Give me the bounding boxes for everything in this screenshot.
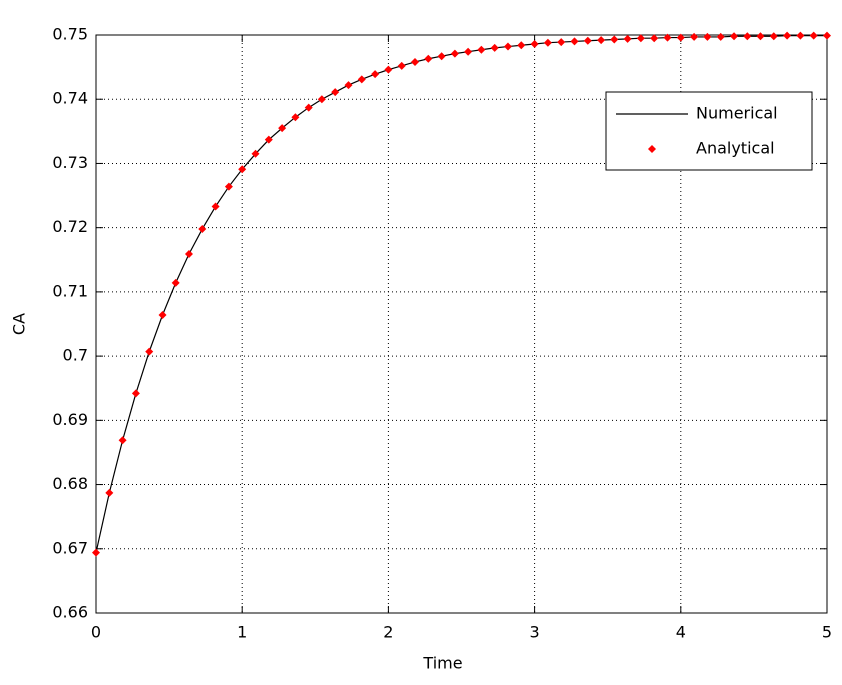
data-point xyxy=(171,278,180,287)
data-point xyxy=(344,81,353,90)
data-point xyxy=(251,149,260,158)
data-point xyxy=(105,488,114,497)
data-point xyxy=(238,165,247,174)
data-point xyxy=(424,54,433,63)
plot-frame xyxy=(95,34,828,614)
y-tick-label: 0.66 xyxy=(52,603,88,622)
data-point xyxy=(703,32,712,41)
data-point xyxy=(636,34,645,43)
data-point xyxy=(264,135,273,144)
data-point xyxy=(437,52,446,61)
data-point xyxy=(597,36,606,45)
data-point xyxy=(530,39,539,48)
y-tick-label: 0.71 xyxy=(52,281,88,300)
data-point xyxy=(676,33,685,42)
y-tick-label: 0.72 xyxy=(52,217,88,236)
data-point xyxy=(557,38,566,47)
data-point xyxy=(317,95,326,104)
data-point xyxy=(769,32,778,41)
legend-box xyxy=(605,91,813,171)
data-point xyxy=(198,224,207,233)
data-point xyxy=(663,33,672,42)
data-point xyxy=(158,311,167,320)
data-point xyxy=(610,35,619,44)
data-point xyxy=(730,32,739,41)
data-point xyxy=(823,31,831,40)
data-point xyxy=(716,32,725,41)
data-point xyxy=(650,34,659,43)
data-point xyxy=(145,347,154,356)
x-axis-label: Time xyxy=(422,654,462,673)
data-point xyxy=(184,249,193,258)
data-point xyxy=(809,31,818,40)
data-point xyxy=(331,88,340,97)
legend-marker xyxy=(648,145,656,153)
data-point xyxy=(743,32,752,41)
x-tick-label: 2 xyxy=(383,623,393,642)
data-point xyxy=(583,36,592,45)
data-point xyxy=(517,41,526,50)
y-tick-label: 0.73 xyxy=(52,153,88,172)
data-point xyxy=(357,75,366,84)
y-tick-label: 0.68 xyxy=(52,474,88,493)
data-point xyxy=(464,47,473,56)
data-point xyxy=(131,389,140,398)
y-tick-label: 0.75 xyxy=(52,25,88,44)
data-point xyxy=(623,34,632,43)
data-point xyxy=(490,43,499,52)
data-point xyxy=(397,61,406,70)
data-point xyxy=(384,65,393,74)
legend-label: Numerical xyxy=(696,104,778,123)
x-tick-label: 3 xyxy=(530,623,540,642)
data-point xyxy=(756,32,765,41)
data-point xyxy=(450,49,459,58)
data-point xyxy=(291,113,300,122)
data-point xyxy=(690,32,699,41)
data-point xyxy=(543,38,552,47)
data-point xyxy=(278,124,287,133)
data-point xyxy=(92,548,100,557)
legend-label: Analytical xyxy=(696,139,775,158)
data-point xyxy=(118,436,127,445)
y-axis-label: CA xyxy=(10,313,29,335)
y-tick-label: 0.69 xyxy=(52,410,88,429)
x-tick-label: 4 xyxy=(676,623,686,642)
y-tick-label: 0.67 xyxy=(52,538,88,557)
data-point xyxy=(477,45,486,54)
data-point xyxy=(224,182,233,191)
data-point xyxy=(796,31,805,40)
x-tick-label: 5 xyxy=(822,623,832,642)
x-tick-label: 0 xyxy=(91,623,101,642)
y-tick-label: 0.74 xyxy=(52,89,88,108)
data-point xyxy=(783,31,792,40)
data-point xyxy=(570,37,579,46)
data-point xyxy=(304,103,313,112)
x-tick-label: 1 xyxy=(237,623,247,642)
data-point xyxy=(371,70,380,79)
data-point xyxy=(211,202,220,211)
data-point xyxy=(411,57,420,66)
y-tick-label: 0.7 xyxy=(63,346,88,365)
data-point xyxy=(503,42,512,51)
